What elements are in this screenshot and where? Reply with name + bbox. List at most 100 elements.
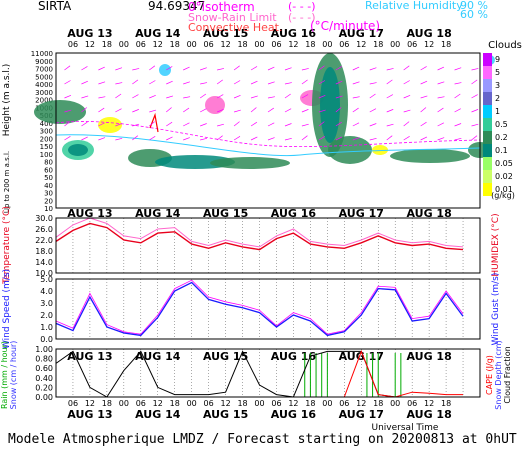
forecast-title: Modele Atmospherique LMDZ / Forecast sta…	[8, 432, 517, 447]
wind-arrow	[352, 137, 360, 141]
humidity-contour	[55, 134, 481, 157]
wind-ytick-label: 4.0	[40, 287, 53, 296]
top-hour-label: 18	[102, 40, 112, 49]
wind-arrow	[115, 108, 122, 113]
legend-snow-rain: Snow-Rain Limit	[188, 11, 277, 24]
wind-arrow	[403, 65, 410, 71]
wind-arrow	[217, 68, 225, 71]
wind-arrow	[216, 135, 223, 141]
wind-arrow	[115, 123, 123, 127]
bottom-hour-label: 00	[119, 399, 129, 408]
wind-arrow	[454, 93, 461, 99]
bottom-hour-label: 12	[153, 399, 163, 408]
wind-arrow	[81, 136, 88, 141]
wind-arrow	[403, 121, 410, 127]
wind-arrow	[386, 94, 394, 99]
legend-rh-60: 60 %	[460, 8, 488, 21]
wind-arrow	[301, 123, 309, 127]
wind-arrow	[200, 67, 207, 71]
wind-arrow	[81, 95, 89, 99]
temp-ytick-label: 18.0	[35, 247, 53, 256]
wind-arrow	[98, 137, 106, 141]
wind-arrow	[64, 65, 71, 71]
wind-arrow	[437, 96, 445, 99]
precip-ytick-label: 0.60	[35, 364, 53, 373]
wind-arrow	[233, 65, 240, 71]
wind-arrow	[166, 107, 172, 113]
legend-convective: Convective Heat.	[188, 21, 283, 34]
wind-arrow	[335, 66, 343, 71]
wind-arrow	[437, 66, 445, 71]
wind-ytick-label: 1.0	[40, 323, 53, 332]
bottom-hour-label: 12	[85, 399, 95, 408]
cloud-panel-background	[56, 53, 480, 208]
top-hour-label: 06	[271, 40, 281, 49]
wind-arrow	[64, 94, 72, 99]
colorbar-label: 1	[495, 107, 500, 116]
wind-arrow	[437, 81, 445, 85]
temp-ytick-label: 30.0	[35, 214, 53, 223]
colorbar-swatch	[483, 105, 492, 118]
wind-arrow	[166, 136, 173, 141]
bottom-hour-label: 06	[68, 399, 78, 408]
wind-arrow	[199, 108, 207, 113]
wind-arrow	[284, 108, 292, 113]
wind-arrow	[267, 137, 275, 141]
wind-arrow	[386, 123, 394, 127]
wind-arrow	[386, 109, 394, 113]
wind-arrow	[454, 82, 462, 85]
wind-arrow	[98, 66, 105, 71]
cloud-area	[98, 117, 122, 133]
wind-arrow	[267, 96, 275, 99]
wind-arrow	[81, 66, 88, 71]
wind-arrow	[403, 109, 411, 113]
top-hour-label: 12	[221, 40, 231, 49]
wind-arrow	[420, 121, 427, 127]
wind-arrow	[454, 123, 462, 127]
mid-day-label: AUG 13	[67, 207, 112, 220]
bottom2-day-label: AUG 15	[203, 408, 248, 421]
wind-arrow	[166, 80, 173, 85]
wind-arrow	[471, 109, 479, 113]
wind-arrow	[132, 109, 139, 113]
wind-arrow	[369, 93, 376, 99]
wind-arrow	[149, 80, 156, 85]
colorbar-label: 0.02	[495, 172, 513, 181]
wind-arrow	[352, 107, 359, 113]
top-hour-label: 12	[288, 40, 298, 49]
precip-ytick-label: 0.20	[35, 383, 53, 392]
bottom2-day-label: AUG 13	[67, 408, 112, 421]
colorbar-swatch	[483, 66, 492, 79]
wind-arrow	[403, 80, 410, 85]
wind-arrow	[369, 123, 377, 127]
top-hour-label: 00	[322, 40, 332, 49]
wind-arrow	[250, 80, 258, 85]
bottom-day-label: AUG 15	[203, 350, 248, 363]
wind-arrow	[183, 96, 191, 99]
bottom-day-label: AUG 18	[406, 350, 451, 363]
wind-arrow	[284, 137, 292, 141]
wind-arrow	[284, 82, 292, 85]
colorbar-title: Clouds	[488, 40, 522, 51]
wind-arrow	[403, 94, 411, 99]
wind-arrow	[81, 107, 88, 113]
cloud-ytick-label: 200	[40, 135, 53, 143]
x-axis-label: Universal Time	[372, 423, 439, 433]
bottom-hour-label: 00	[390, 399, 400, 408]
wind-arrow	[471, 135, 478, 141]
colorbar-label: 0.05	[495, 159, 513, 168]
precip-ytick-label: 0.40	[35, 374, 53, 383]
cloud-area	[68, 144, 88, 156]
wind-arrow	[386, 79, 393, 85]
wind-arrow	[233, 80, 241, 85]
wind-arrow	[233, 121, 240, 127]
colorbar-swatch	[483, 118, 492, 131]
top-day-label: AUG 13	[67, 27, 112, 40]
cloud-ytick-label: 10	[44, 205, 53, 213]
temp-ytick-label: 26.0	[35, 225, 53, 234]
cloud-ytick-label: 60	[44, 166, 53, 174]
snow-ylabel: Snow (cm / hour)	[9, 341, 18, 410]
temperature-line	[55, 222, 464, 251]
bottom-hour-label: 12	[424, 399, 434, 408]
